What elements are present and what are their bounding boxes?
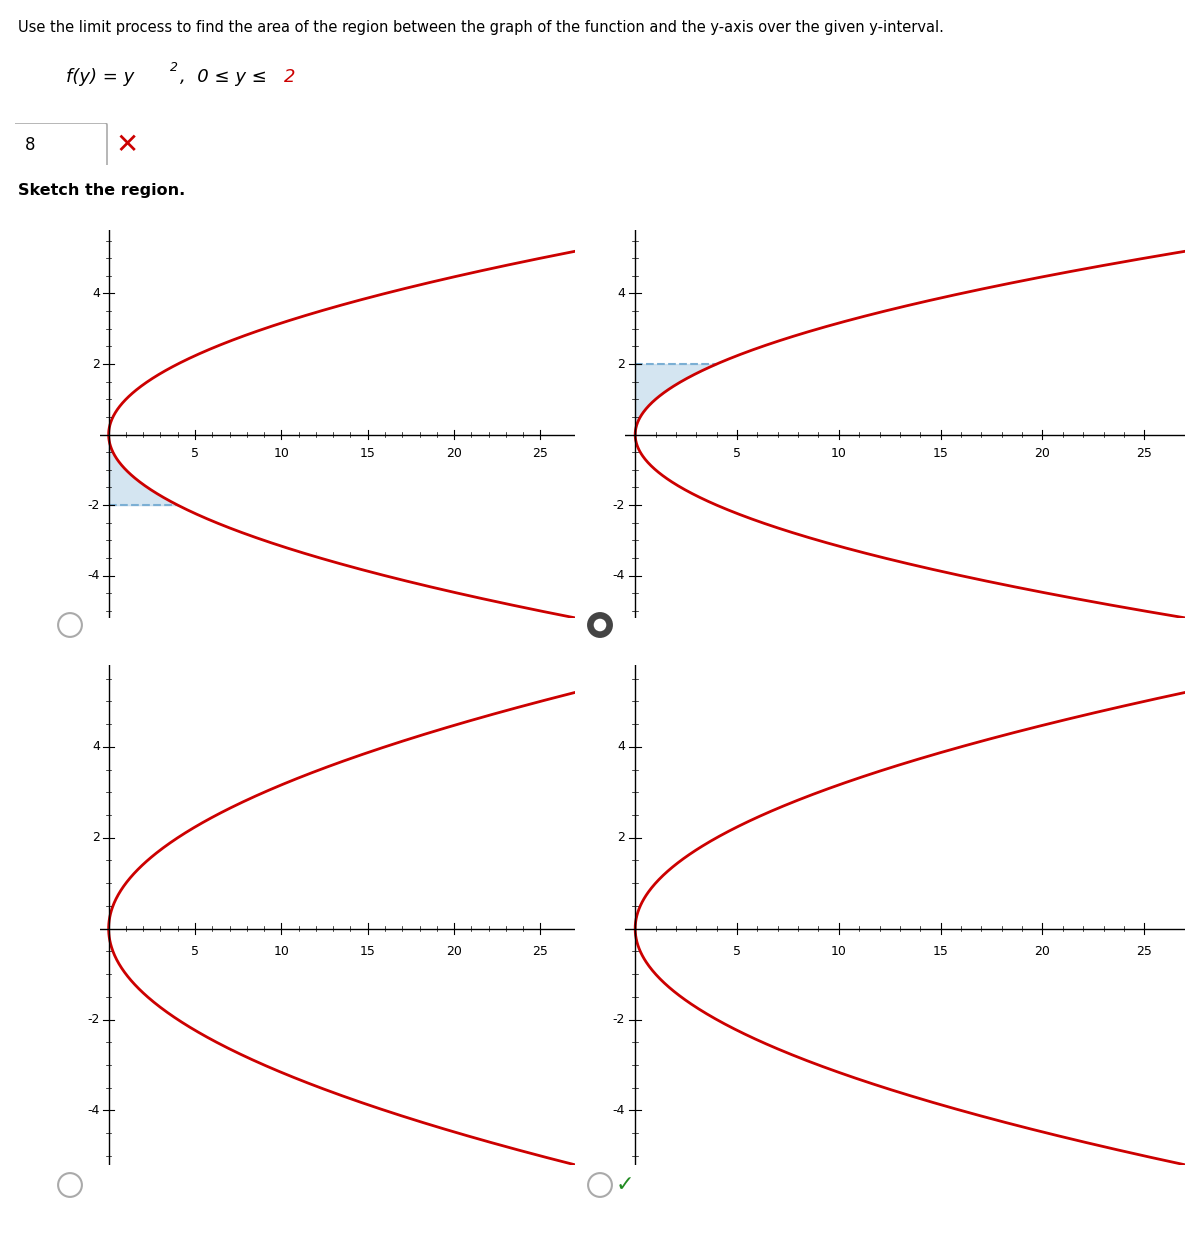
Text: -4: -4 bbox=[88, 1104, 100, 1117]
Text: -2: -2 bbox=[88, 1013, 100, 1026]
Text: 15: 15 bbox=[932, 944, 948, 958]
Text: 4: 4 bbox=[92, 740, 100, 753]
Text: Sketch the region.: Sketch the region. bbox=[18, 184, 185, 199]
Text: 10: 10 bbox=[274, 944, 289, 958]
Text: 2: 2 bbox=[92, 357, 100, 371]
Text: -2: -2 bbox=[613, 499, 625, 512]
Text: ,  0 ≤ y ≤: , 0 ≤ y ≤ bbox=[180, 68, 272, 85]
Text: -4: -4 bbox=[613, 1104, 625, 1117]
Text: 20: 20 bbox=[446, 944, 462, 958]
Circle shape bbox=[588, 613, 612, 637]
Text: 4: 4 bbox=[92, 287, 100, 300]
FancyBboxPatch shape bbox=[13, 123, 107, 167]
Text: 25: 25 bbox=[1136, 944, 1152, 958]
Text: 20: 20 bbox=[446, 447, 462, 460]
Text: 8: 8 bbox=[25, 136, 36, 155]
Text: 2: 2 bbox=[617, 831, 625, 845]
Text: f(y) = y: f(y) = y bbox=[66, 68, 134, 85]
Text: 2: 2 bbox=[92, 831, 100, 845]
Text: -4: -4 bbox=[613, 569, 625, 582]
Text: 4: 4 bbox=[617, 740, 625, 753]
Text: 20: 20 bbox=[1034, 944, 1050, 958]
Text: 10: 10 bbox=[274, 447, 289, 460]
Text: 25: 25 bbox=[1136, 447, 1152, 460]
Text: 2: 2 bbox=[170, 62, 179, 74]
Text: 2: 2 bbox=[284, 68, 296, 85]
Text: 2: 2 bbox=[617, 357, 625, 371]
Text: 15: 15 bbox=[932, 447, 948, 460]
Text: ✕: ✕ bbox=[115, 131, 138, 158]
Text: Use the limit process to find the area of the region between the graph of the fu: Use the limit process to find the area o… bbox=[18, 20, 944, 35]
Text: 15: 15 bbox=[360, 447, 376, 460]
Text: 5: 5 bbox=[191, 944, 199, 958]
Text: 25: 25 bbox=[533, 447, 548, 460]
Text: 10: 10 bbox=[830, 944, 847, 958]
Text: -4: -4 bbox=[88, 569, 100, 582]
Circle shape bbox=[594, 618, 606, 631]
Text: 4: 4 bbox=[617, 287, 625, 300]
Text: 25: 25 bbox=[533, 944, 548, 958]
Text: 10: 10 bbox=[830, 447, 847, 460]
Text: 20: 20 bbox=[1034, 447, 1050, 460]
Text: 5: 5 bbox=[191, 447, 199, 460]
Text: -2: -2 bbox=[88, 499, 100, 512]
Text: 15: 15 bbox=[360, 944, 376, 958]
Text: -2: -2 bbox=[613, 1013, 625, 1026]
Text: 5: 5 bbox=[733, 944, 742, 958]
Text: ✓: ✓ bbox=[616, 1175, 635, 1195]
Text: 5: 5 bbox=[733, 447, 742, 460]
